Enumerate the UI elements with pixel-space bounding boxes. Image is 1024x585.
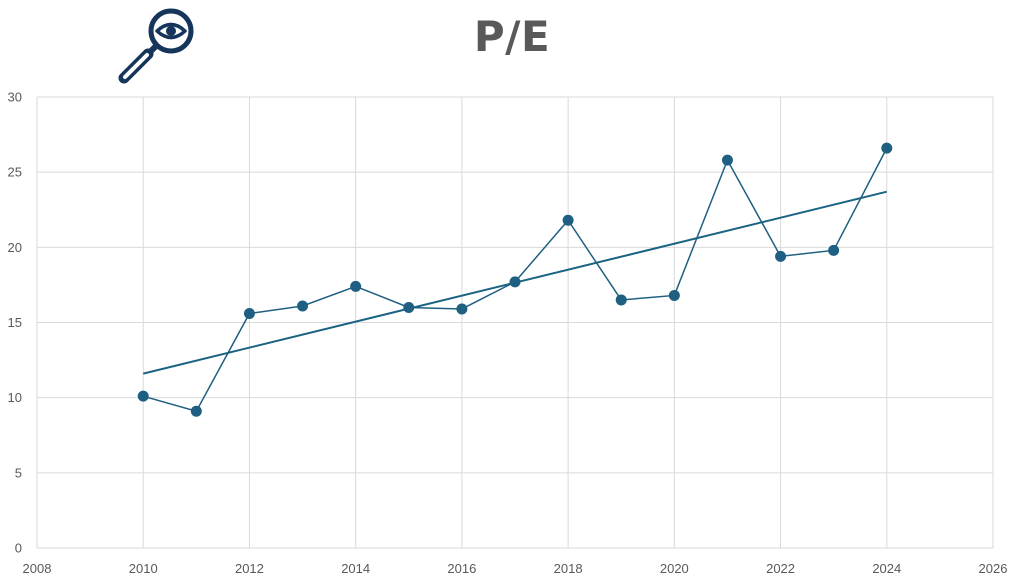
data-point bbox=[721, 154, 733, 166]
y-tick-label: 0 bbox=[15, 541, 22, 556]
data-point bbox=[509, 276, 521, 288]
series-group bbox=[137, 142, 893, 417]
data-point bbox=[456, 303, 468, 315]
x-tick-label: 2014 bbox=[341, 561, 370, 576]
magnifier-eye-icon bbox=[112, 8, 196, 86]
x-tick-label: 2016 bbox=[447, 561, 476, 576]
y-tick-label: 15 bbox=[8, 315, 22, 330]
y-tick-label: 5 bbox=[15, 465, 22, 480]
data-point bbox=[881, 142, 893, 154]
data-point bbox=[297, 300, 309, 312]
chart-title: P/E bbox=[473, 12, 551, 61]
x-tick-label: 2018 bbox=[554, 561, 583, 576]
x-tick-label: 2010 bbox=[129, 561, 158, 576]
data-point bbox=[137, 390, 149, 402]
data-point bbox=[775, 250, 787, 262]
data-point bbox=[350, 280, 362, 292]
x-tick-label: 2022 bbox=[766, 561, 795, 576]
x-tick-label: 2020 bbox=[660, 561, 689, 576]
tick-labels: 0 5 10 15 20 25 30 2008 2010 2012 2014 2016 2018 2020… bbox=[8, 90, 1008, 577]
data-point bbox=[190, 405, 202, 417]
x-tick-label: 2024 bbox=[872, 561, 901, 576]
y-tick-label: 20 bbox=[8, 240, 22, 255]
x-tick-label: 2026 bbox=[979, 561, 1008, 576]
data-point bbox=[668, 289, 680, 301]
data-point bbox=[562, 214, 574, 226]
data-point bbox=[243, 307, 255, 319]
y-tick-label: 25 bbox=[8, 165, 22, 180]
grid-lines bbox=[36, 96, 994, 549]
y-tick-label: 30 bbox=[8, 90, 22, 105]
x-tick-label: 2008 bbox=[23, 561, 52, 576]
x-tick-label: 2012 bbox=[235, 561, 264, 576]
data-point bbox=[615, 294, 627, 306]
y-tick-label: 10 bbox=[8, 390, 22, 405]
data-point bbox=[828, 244, 840, 256]
data-point bbox=[403, 301, 415, 313]
